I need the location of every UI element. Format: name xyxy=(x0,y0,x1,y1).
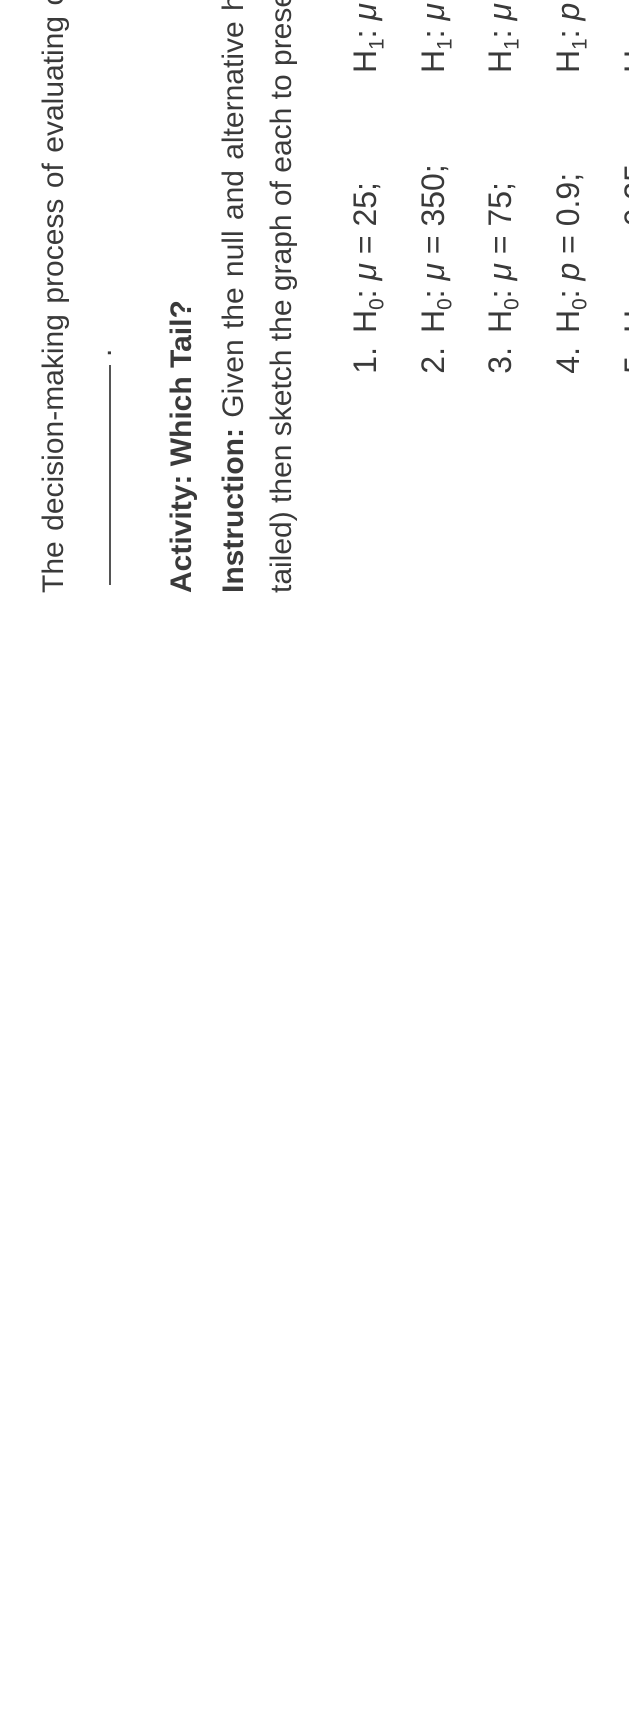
hypothesis-row: 3.H0: μ = 75;H1: μ ≠ 75 xyxy=(475,0,529,393)
null-hypothesis: H0: p = 0.9; xyxy=(543,73,597,333)
hypothesis-list: 1.H0: μ = 25;H1: μ ≠ 252.H0: μ = 350;H1:… xyxy=(340,0,629,393)
h0-symbol: μ xyxy=(482,263,518,281)
h1-symbol: μ xyxy=(347,3,383,21)
h0-terminator: ; xyxy=(550,173,586,182)
h0-terminator: ; xyxy=(482,182,518,191)
h1-label: H1 xyxy=(347,38,383,73)
h0-symbol: p xyxy=(550,263,586,281)
alt-hypothesis: H1: μ ≠ 25 xyxy=(340,0,394,73)
h0-label: H0 xyxy=(415,298,451,333)
h1-label: H1 xyxy=(618,38,629,73)
h0-symbol: p xyxy=(618,263,629,281)
h0-label: H0 xyxy=(550,298,586,333)
activity-label: Activity: xyxy=(165,475,198,593)
null-hypothesis: H0: μ = 25; xyxy=(340,73,394,333)
alt-hypothesis: H1: p < 0.9 xyxy=(543,0,597,73)
row-number: 2. xyxy=(408,333,459,393)
h1-symbol: p xyxy=(618,3,629,21)
h1-symbol: μ xyxy=(415,3,451,21)
h0-operator: = xyxy=(618,235,629,254)
h0-operator: = xyxy=(482,235,518,254)
h0-label: H0 xyxy=(347,298,383,333)
alt-hypothesis: H1: p > 0.35 xyxy=(611,0,629,73)
h0-value: 0.9 xyxy=(550,182,586,226)
row-number: 5. xyxy=(611,333,629,393)
instruction-label: Instruction: xyxy=(217,428,250,593)
activity-heading: Activity: Which Tail? xyxy=(158,0,206,593)
h0-operator: = xyxy=(415,235,451,254)
h1-label: H1 xyxy=(482,38,518,73)
page: The decision-making process of evaluatin… xyxy=(30,0,629,593)
intro-prefix: The decision-making process of evaluatin… xyxy=(37,0,70,593)
h1-label: H1 xyxy=(415,38,451,73)
h1-symbol: p xyxy=(550,3,586,21)
h0-label: H0 xyxy=(482,298,518,333)
h0-terminator: ; xyxy=(618,155,629,164)
null-hypothesis: H0: μ = 75; xyxy=(475,73,529,333)
h0-symbol: μ xyxy=(347,263,383,281)
h0-value: 75 xyxy=(482,191,518,227)
instruction-paragraph: Instruction: Given the null and alternat… xyxy=(210,0,306,593)
intro-suffix: . xyxy=(85,349,118,357)
row-number: 3. xyxy=(475,333,526,393)
h0-operator: = xyxy=(550,235,586,254)
fill-in-blank[interactable] xyxy=(78,365,111,585)
hypothesis-row: 1.H0: μ = 25;H1: μ ≠ 25 xyxy=(340,0,394,393)
h0-value: 350 xyxy=(415,173,451,226)
h0-value: 0.35 xyxy=(618,164,629,226)
row-number: 1. xyxy=(340,333,391,393)
alt-hypothesis: H1: μ ≠ 75 xyxy=(475,0,529,73)
null-hypothesis: H0: p = 0.35; xyxy=(611,73,629,333)
hypothesis-row: 5.H0: p = 0.35;H1: p > 0.35 xyxy=(611,0,629,393)
h1-symbol: μ xyxy=(482,3,518,21)
intro-paragraph: The decision-making process of evaluatin… xyxy=(30,0,126,593)
h0-operator: = xyxy=(347,235,383,254)
hypothesis-row: 4.H0: p = 0.9;H1: p < 0.9 xyxy=(543,0,597,393)
hypothesis-row: 2.H0: μ = 350;H1: μ > 350 xyxy=(408,0,462,393)
h0-terminator: ; xyxy=(415,164,451,173)
h1-label: H1 xyxy=(550,38,586,73)
alt-hypothesis: H1: μ > 350 xyxy=(408,0,462,73)
h0-value: 25 xyxy=(347,191,383,227)
activity-title: Which Tail? xyxy=(165,300,198,466)
h0-label: H0 xyxy=(618,298,629,333)
null-hypothesis: H0: μ = 350; xyxy=(408,73,462,333)
h0-symbol: μ xyxy=(415,263,451,281)
row-number: 4. xyxy=(543,333,594,393)
h0-terminator: ; xyxy=(347,182,383,191)
